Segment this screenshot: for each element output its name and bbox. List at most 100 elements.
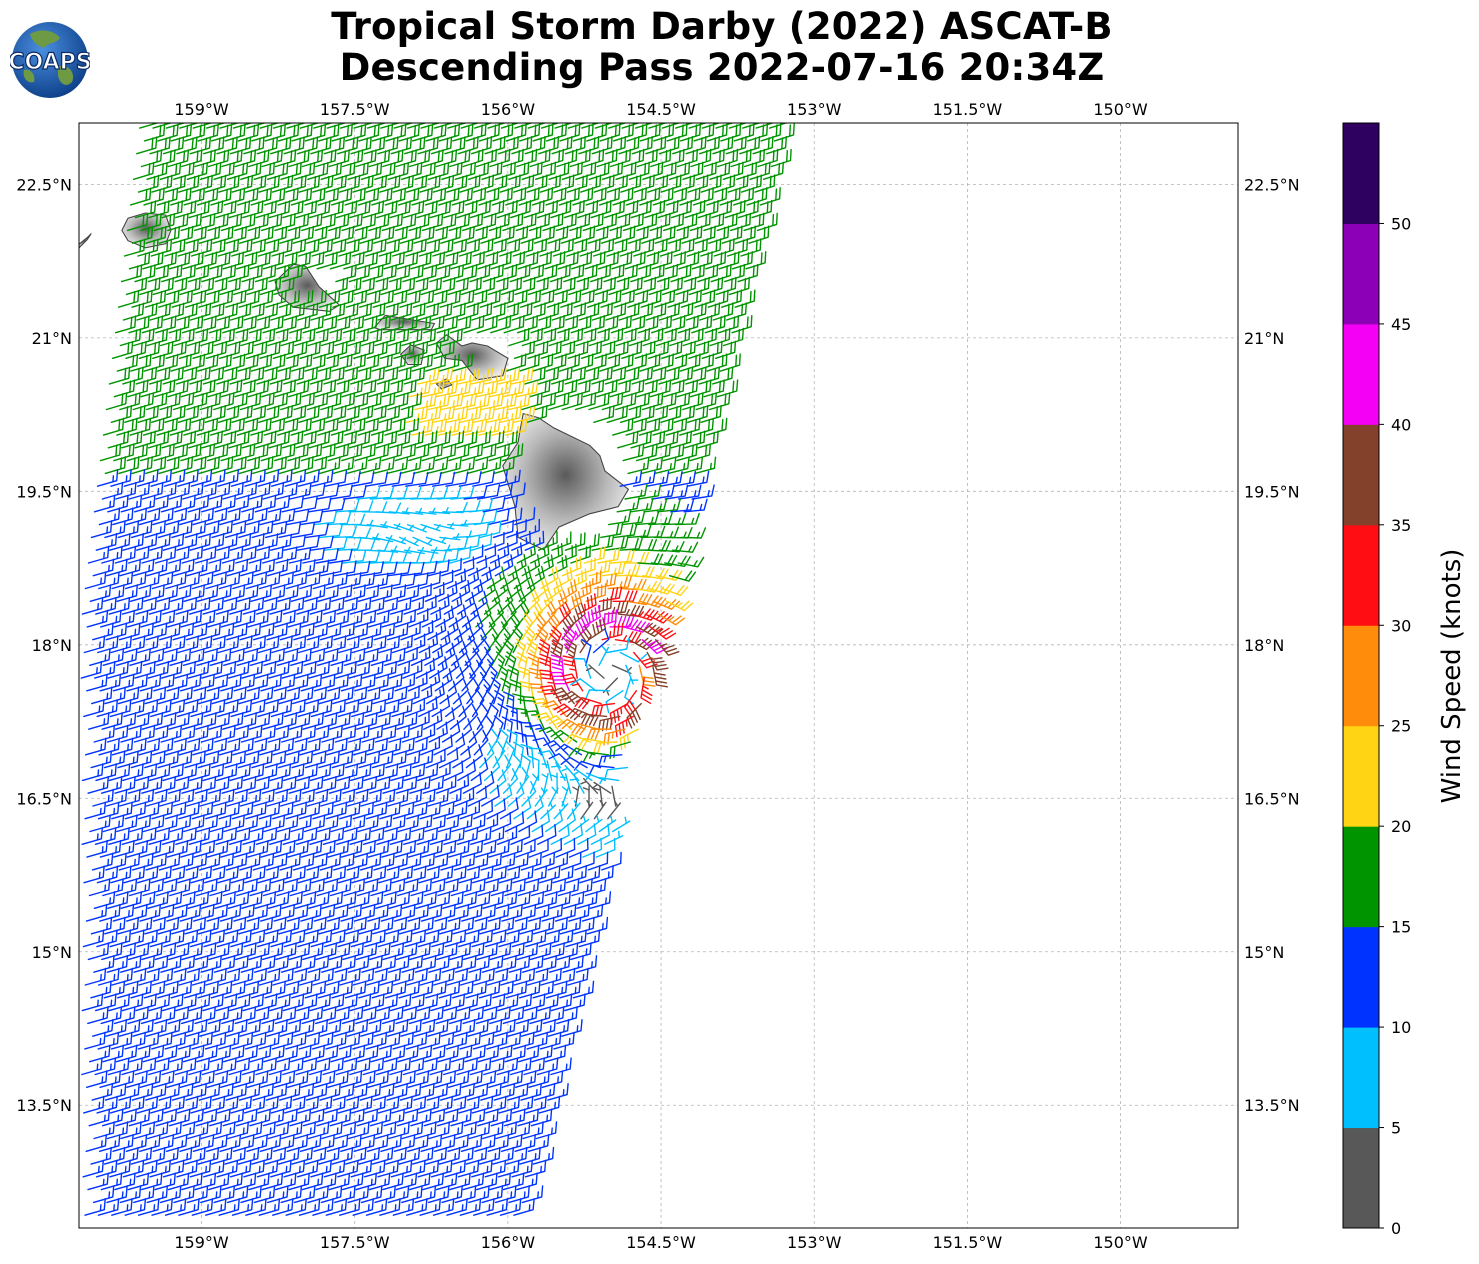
wind-barb xyxy=(125,507,147,526)
colorbar-tick-label: 0 xyxy=(1391,1219,1401,1238)
wind-barb xyxy=(663,212,685,232)
wind-barb xyxy=(209,1108,231,1127)
wind-barb xyxy=(564,993,586,1012)
wind-barb xyxy=(228,827,251,845)
wind-barb xyxy=(297,1095,319,1114)
wind-barb xyxy=(461,1070,483,1088)
wind-barb xyxy=(142,648,165,666)
wind-barb xyxy=(239,788,262,807)
wind-barb xyxy=(221,1172,243,1191)
wind-barb xyxy=(154,776,176,794)
wind-barb xyxy=(139,903,161,922)
wind-barb xyxy=(482,496,506,513)
wind-barb xyxy=(92,622,114,641)
wind-barb xyxy=(241,891,263,909)
wind-barb xyxy=(576,891,598,909)
wind-barb xyxy=(121,993,144,1012)
wind-barb xyxy=(461,903,483,922)
wind-barb xyxy=(83,635,106,654)
wind-barb xyxy=(542,379,564,398)
wind-barb xyxy=(538,302,560,321)
wind-barb xyxy=(190,929,212,948)
wind-barb xyxy=(275,315,298,334)
wind-barb xyxy=(296,366,318,385)
wind-barb xyxy=(133,1185,155,1204)
wind-barb xyxy=(233,903,255,922)
wind-barb xyxy=(463,704,479,730)
wind-barb xyxy=(250,417,272,436)
wind-barb xyxy=(366,737,388,756)
wind-barb xyxy=(152,507,174,526)
wind-barb xyxy=(365,174,388,193)
wind-barb xyxy=(366,521,388,529)
wind-barb xyxy=(282,597,305,615)
wind-barb xyxy=(222,251,244,270)
wind-barb xyxy=(430,368,454,385)
wind-barb xyxy=(203,1095,226,1114)
wind-barb xyxy=(81,993,104,1012)
wind-barb xyxy=(249,251,271,270)
wind-barb xyxy=(359,852,382,871)
wind-barb xyxy=(176,136,198,155)
wind-barb xyxy=(83,1095,105,1114)
wind-barb xyxy=(558,579,578,602)
wind-barb xyxy=(241,1057,264,1076)
wind-barb xyxy=(356,878,379,897)
wind-barb xyxy=(657,199,679,219)
wind-barb xyxy=(737,263,759,283)
wind-barb xyxy=(161,1057,184,1076)
wind-barb xyxy=(84,801,106,820)
wind-barb xyxy=(712,302,734,321)
wind-barb xyxy=(676,148,698,168)
wind-barb xyxy=(385,916,408,935)
wind-barb xyxy=(333,788,356,807)
wind-barb xyxy=(242,200,264,219)
wind-barb xyxy=(369,942,391,961)
wind-barb xyxy=(515,380,539,398)
wind-barb xyxy=(94,1057,117,1076)
wind-barb xyxy=(561,690,589,705)
wind-barb xyxy=(520,753,531,782)
wind-barb xyxy=(115,1044,138,1063)
wind-barb xyxy=(190,635,213,654)
wind-barb xyxy=(307,328,329,347)
wind-barb xyxy=(298,1031,321,1050)
wind-barb xyxy=(298,174,321,193)
wind-barb xyxy=(442,430,465,449)
wind-barb xyxy=(257,238,280,257)
wind-barb xyxy=(584,689,611,701)
wind-barb xyxy=(479,916,501,935)
wind-barb xyxy=(163,699,186,718)
wind-barb xyxy=(558,718,586,730)
wind-barb xyxy=(525,865,548,884)
wind-barb xyxy=(167,149,190,168)
wind-barb xyxy=(433,1134,456,1152)
wind-barb xyxy=(531,809,551,833)
wind-barb xyxy=(588,617,607,641)
wind-barb xyxy=(325,1198,348,1216)
wind-barb xyxy=(386,457,409,475)
wind-barb xyxy=(373,852,395,871)
wind-barb xyxy=(234,1006,257,1025)
wind-barb xyxy=(154,149,176,168)
wind-barb xyxy=(679,187,701,206)
wind-barb xyxy=(235,315,257,334)
wind-barb xyxy=(207,379,229,398)
wind-barb xyxy=(433,341,455,359)
wind-barb xyxy=(543,543,563,564)
wind-barb xyxy=(714,174,736,193)
wind-barb xyxy=(272,341,295,359)
wind-barb xyxy=(587,851,609,871)
wind-barb xyxy=(269,597,291,615)
wind-barb xyxy=(547,851,569,871)
wind-barb xyxy=(566,174,588,193)
wind-barb xyxy=(513,340,535,359)
wind-barb xyxy=(432,801,455,820)
wind-barb xyxy=(184,916,206,935)
wind-barb xyxy=(240,1185,262,1204)
wind-barb xyxy=(409,487,435,500)
wind-barb xyxy=(584,315,605,334)
wind-barb xyxy=(405,174,428,193)
wind-barb xyxy=(385,686,408,705)
wind-barb xyxy=(387,561,412,577)
